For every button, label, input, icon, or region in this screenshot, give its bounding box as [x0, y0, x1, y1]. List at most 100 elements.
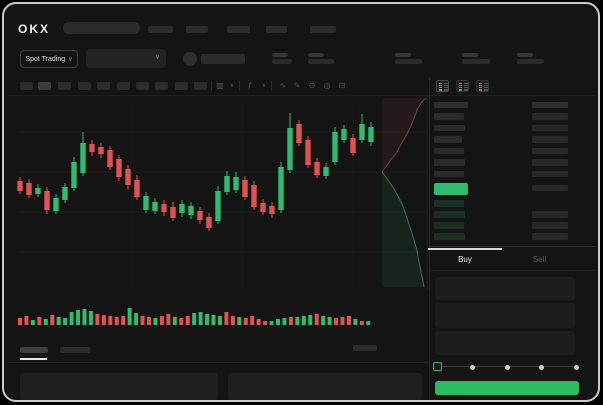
- slider-step-dot[interactable]: [504, 364, 510, 370]
- orders-tab-active[interactable]: [20, 347, 48, 353]
- volume-bar: [237, 317, 242, 325]
- volume-bar: [76, 310, 81, 325]
- order-size-bar[interactable]: [532, 113, 568, 120]
- search-bar[interactable]: [63, 22, 140, 34]
- book-icon-row: [439, 89, 442, 91]
- pair-selector[interactable]: ∨: [86, 49, 166, 68]
- volume-bar: [140, 316, 145, 325]
- ask-price-bar[interactable]: [434, 136, 462, 143]
- timeframe-button[interactable]: [175, 82, 188, 90]
- timeframe-button[interactable]: [38, 82, 51, 90]
- timeframe-button[interactable]: [117, 82, 130, 90]
- order-size-bar[interactable]: [532, 222, 568, 229]
- order-size-bar[interactable]: [532, 211, 568, 218]
- candle-body: [368, 127, 374, 142]
- slider-step-dot[interactable]: [573, 364, 579, 370]
- ask-price-bar[interactable]: [434, 147, 464, 154]
- ask-price-bar[interactable]: [434, 159, 465, 166]
- coin-icon: [183, 52, 197, 66]
- buy-button[interactable]: [435, 381, 579, 395]
- volume-bar: [69, 312, 74, 325]
- slider-handle[interactable]: [433, 362, 442, 371]
- timeframe-button[interactable]: [136, 82, 149, 90]
- book-asks-icon[interactable]: [476, 80, 489, 92]
- volume-bar: [159, 316, 164, 325]
- volume-bar: [30, 320, 35, 325]
- timeframe-button[interactable]: [58, 82, 71, 90]
- bid-price-bar[interactable]: [434, 233, 465, 240]
- timeframe-button[interactable]: [20, 82, 33, 90]
- total-input[interactable]: [435, 331, 575, 355]
- volume-bar: [192, 313, 197, 325]
- nav-item[interactable]: [310, 26, 336, 33]
- candle-body: [170, 207, 176, 218]
- tab-buy[interactable]: Buy: [458, 255, 472, 264]
- bid-price-bar[interactable]: [434, 200, 464, 207]
- slider-step-dot[interactable]: [539, 364, 544, 370]
- stat-label-skeleton: [272, 53, 288, 57]
- draw-icon[interactable]: ✎: [293, 81, 301, 90]
- book-icon-row: [463, 82, 468, 84]
- order-size-bar[interactable]: [532, 184, 568, 191]
- candle-body: [350, 138, 356, 153]
- depth-bids-area: [382, 172, 424, 287]
- candle-body: [62, 187, 68, 200]
- order-size-bar[interactable]: [532, 147, 568, 154]
- candle-body: [242, 180, 248, 197]
- nav-item[interactable]: [227, 26, 250, 33]
- volume-bar: [224, 312, 229, 325]
- nav-item[interactable]: [186, 26, 208, 33]
- candle-body: [296, 124, 302, 143]
- slider-step-dot[interactable]: [470, 364, 475, 370]
- book-bids-icon[interactable]: [456, 80, 469, 92]
- ask-price-bar[interactable]: [434, 170, 464, 177]
- candle-body: [233, 177, 239, 190]
- nav-item[interactable]: [266, 26, 287, 33]
- candle-body: [359, 124, 365, 140]
- book-icon-row: [463, 89, 468, 91]
- history-panel-skeleton: [228, 373, 422, 401]
- last-price-bar[interactable]: [434, 183, 468, 195]
- ask-price-bar[interactable]: [434, 124, 465, 131]
- price-chart[interactable]: [8, 96, 430, 348]
- volume-bar: [340, 317, 345, 325]
- book-all-icon[interactable]: [436, 80, 449, 92]
- chevron-down-icon[interactable]: ∨: [229, 83, 235, 89]
- ask-price-bar[interactable]: [434, 113, 464, 120]
- volume-bar: [63, 318, 68, 325]
- orders-tab[interactable]: [60, 347, 90, 353]
- book-icon-row: [483, 89, 488, 91]
- candle-body: [305, 140, 311, 165]
- book-icon-row: [463, 84, 468, 87]
- tab-sell[interactable]: Sell: [532, 255, 547, 264]
- market-selector[interactable]: Spot Trading ∨: [20, 50, 78, 68]
- order-size-bar[interactable]: [532, 233, 568, 240]
- amount-input[interactable]: [435, 303, 575, 328]
- stat-label-skeleton: [462, 53, 478, 57]
- bid-price-bar[interactable]: [434, 211, 465, 218]
- chart-style-icon[interactable]: ▥: [216, 81, 224, 90]
- order-size-bar[interactable]: [532, 159, 568, 166]
- nav-item[interactable]: [148, 26, 173, 33]
- candle-body: [341, 129, 347, 140]
- bid-price-bar[interactable]: [434, 222, 464, 229]
- volume-bar: [295, 317, 300, 325]
- settings-icon[interactable]: ◎: [323, 81, 331, 90]
- order-size-bar[interactable]: [532, 136, 568, 143]
- order-size-bar[interactable]: [532, 170, 568, 177]
- camera-icon[interactable]: ⊙: [308, 81, 316, 90]
- volume-bar: [43, 319, 48, 325]
- timeframe-button[interactable]: [194, 82, 207, 90]
- volume-bar: [166, 314, 171, 325]
- volume-bar: [114, 317, 119, 325]
- price-input[interactable]: [435, 277, 575, 300]
- timeframe-button[interactable]: [78, 82, 91, 90]
- book-icon-row: [439, 87, 442, 89]
- order-size-bar[interactable]: [532, 124, 568, 131]
- timeframe-button[interactable]: [97, 82, 110, 90]
- fullscreen-icon[interactable]: ⊡: [338, 81, 346, 90]
- indicators-icon[interactable]: ƒ: [247, 81, 253, 90]
- timeframe-button[interactable]: [155, 82, 168, 90]
- line-type-icon[interactable]: ∿: [279, 81, 287, 90]
- chevron-down-icon[interactable]: ∨: [261, 83, 267, 89]
